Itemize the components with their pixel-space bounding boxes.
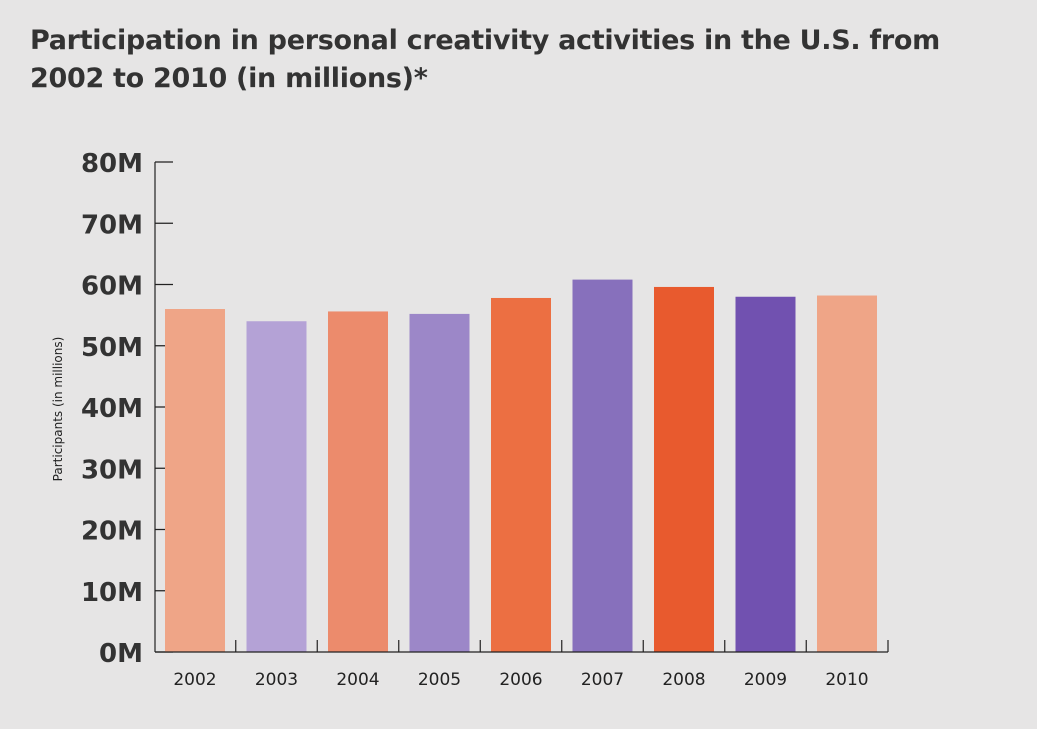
x-tick-label: 2004 [336,670,379,690]
bar-2010 [817,295,877,652]
chart-title: Participation in personal creativity act… [30,25,940,94]
y-axis-label: Participants (in millions) [51,337,65,482]
y-tick-label: 10M [81,578,143,608]
y-tick-label: 30M [81,455,143,485]
bars [165,279,877,652]
x-tick-label: 2007 [581,670,624,690]
bar-2006 [491,297,551,652]
bar-2005 [409,313,470,652]
y-tick-label: 0M [99,639,143,669]
y-tick-label: 40M [81,394,143,424]
x-tick-label: 2009 [744,670,787,690]
bar-2008 [654,286,714,652]
bar-2007 [572,279,633,652]
y-tick-label: 20M [81,517,143,547]
x-tick-label: 2010 [825,670,868,690]
y-tick-label: 70M [81,210,143,240]
x-tick-label: 2005 [418,670,461,690]
bar-2004 [328,311,388,652]
y-tick-label: 50M [81,333,143,363]
bar-2003 [246,321,307,652]
y-axis: 0M 10M 20M 30M 40M 50M 60M 70M 80M [81,149,173,669]
x-axis: 2002 2003 2004 2005 2006 2007 2008 2009 2010 [155,640,889,690]
x-tick-label: 2002 [173,670,216,690]
x-tick-label: 2003 [255,670,298,690]
bar-2009 [735,296,796,652]
y-tick-label: 80M [81,149,143,179]
x-tick-label: 2008 [662,670,705,690]
x-tick-label: 2006 [499,670,542,690]
bar-2002 [165,309,225,652]
y-tick-label: 60M [81,272,143,302]
